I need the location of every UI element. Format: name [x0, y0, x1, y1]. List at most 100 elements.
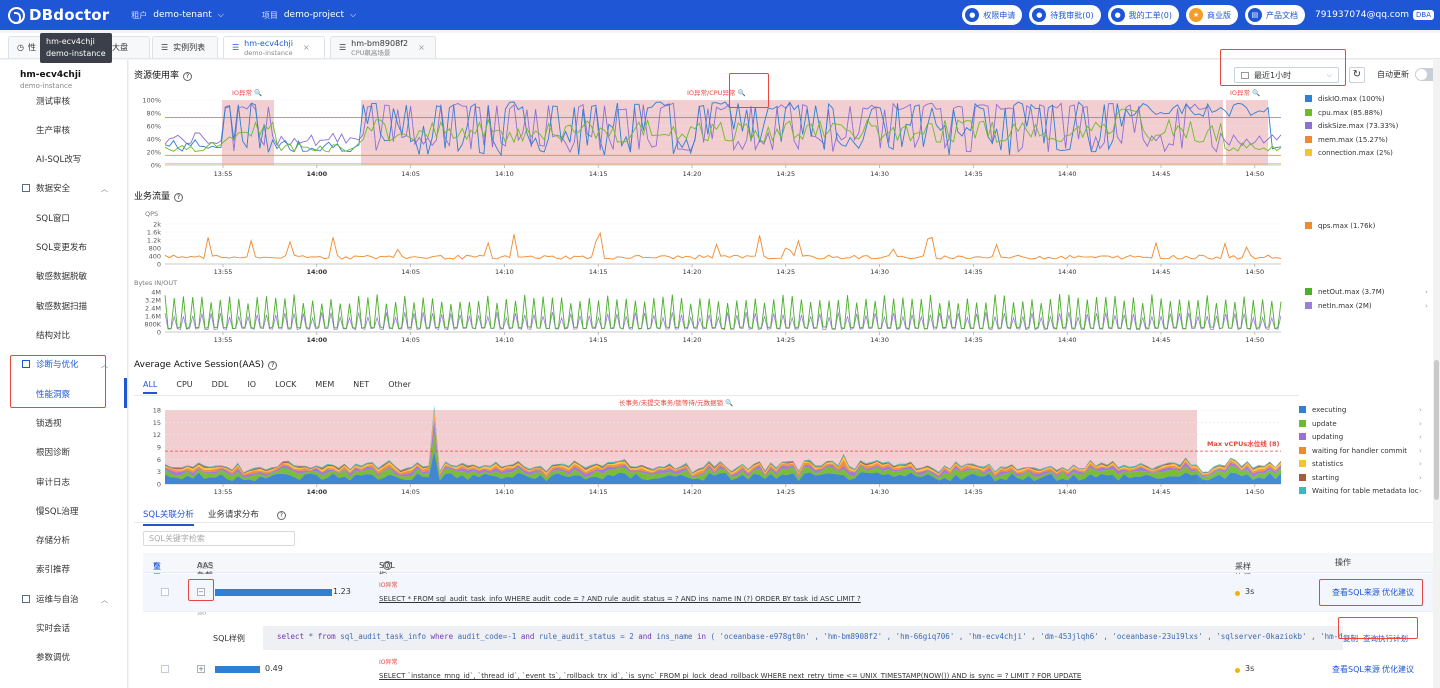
legend-item[interactable]: statistics › — [1299, 458, 1429, 472]
sidebar-item-struct[interactable]: 结构对比 — [36, 331, 71, 341]
legend-item[interactable]: diskSize.max (73.33%) — [1305, 120, 1398, 134]
exec-time: 3s — [1245, 587, 1255, 596]
sidebar-item-slow[interactable]: 慢SQL治理 — [36, 507, 79, 517]
table-row[interactable]: + 0.49 IO异常 SELECT `instance_mng_id`, `t… — [143, 653, 1435, 688]
aas-tab-other[interactable]: Other — [388, 380, 411, 389]
optimize-advice-link[interactable]: 优化建议 — [1382, 588, 1414, 597]
sidebar-item-lock[interactable]: 锁透视 — [36, 419, 62, 429]
scrollbar-thumb[interactable] — [1434, 360, 1439, 500]
legend-item[interactable]: starting › — [1299, 472, 1429, 486]
aas-tab-lock[interactable]: LOCK — [275, 380, 297, 389]
tab-instance-2[interactable]: ☰ hm-bm8908f2 CPU飙高场景 × — [330, 36, 436, 58]
sidebar-item-scan[interactable]: 敏感数据扫描 — [36, 302, 88, 312]
view-sql-source-link[interactable]: 查看SQL来源 — [1332, 588, 1380, 597]
aas-tab-net[interactable]: NET — [353, 380, 370, 389]
logo[interactable]: DBdoctor — [8, 6, 109, 24]
help-icon[interactable]: ? — [174, 193, 184, 202]
legend-item[interactable]: qps.max (1.76k) — [1305, 220, 1375, 234]
sidebar-group-ops[interactable]: 运维与自治 ︿ — [22, 593, 122, 607]
help-icon[interactable]: ? — [268, 361, 278, 370]
sidebar-item-root[interactable]: 根因诊断 — [36, 448, 71, 458]
legend-item[interactable]: Waiting for table metadata loc › — [1299, 485, 1429, 494]
commercial-edition-button[interactable]: ★ 商业版 — [1185, 5, 1238, 25]
tab-instance-active[interactable]: ☰ hm-ecv4chji demo-instance × — [223, 36, 325, 58]
y-tick-label: 1.6k — [147, 229, 161, 237]
aas-tab-cpu[interactable]: CPU — [176, 380, 193, 389]
legend-item[interactable]: diskIO.max (100%) — [1305, 93, 1398, 107]
sidebar-item-prod-review[interactable]: 生产审核 — [36, 126, 71, 136]
chevron-right-icon: › — [1419, 433, 1422, 441]
x-tick-label: 14:30 — [870, 268, 889, 276]
my-tickets-button[interactable]: ● 我的工单(0) — [1107, 5, 1179, 25]
row-checkbox[interactable] — [161, 588, 169, 596]
sidebar-item-param[interactable]: 参数调优 — [36, 653, 71, 663]
legend-item[interactable]: netOut.max (3.7M) › — [1305, 286, 1428, 300]
io-tag: IO异常 — [379, 582, 398, 589]
x-tick-label: 13:55 — [214, 170, 233, 178]
sql-search-input[interactable]: SQL关键字检索 — [143, 531, 295, 546]
help-icon[interactable]: ? — [183, 72, 193, 81]
x-tick-label: 14:35 — [964, 336, 983, 344]
table-row[interactable]: − 1.23 IO异常 SELECT * FROM sql_audit_task… — [143, 574, 1435, 612]
legend-item[interactable]: executing › — [1299, 404, 1429, 418]
x-tick-label: 14:45 — [1152, 488, 1171, 496]
tab-instance-2-sub: CPU飙高场景 — [351, 48, 391, 57]
tab-sql-analysis[interactable]: SQL关联分析 — [143, 508, 194, 526]
optimize-advice-link[interactable]: 优化建议 — [1382, 665, 1414, 674]
project-selector[interactable]: 项目 demo-project ⌵ — [262, 10, 356, 21]
time-range-select[interactable]: 最近1小时 ⌵ — [1234, 67, 1339, 83]
sidebar-group-diagnosis[interactable]: 诊断与优化 ︿ — [22, 358, 122, 372]
sidebar-item-session[interactable]: 实时会话 — [36, 624, 71, 634]
legend-item[interactable]: netIn.max (2M) › — [1305, 300, 1428, 314]
legend-item[interactable]: connection.max (2%) — [1305, 147, 1398, 161]
user-account[interactable]: 791937074@qq.com — [1314, 10, 1410, 20]
refresh-button[interactable]: ↻ — [1349, 67, 1365, 83]
tenant-selector[interactable]: 租户 demo-tenant ⌵ — [131, 10, 224, 21]
aas-tab-mem[interactable]: MEM — [315, 380, 335, 389]
sql-fingerprint[interactable]: SELECT * FROM sql_audit_task_info WHERE … — [379, 595, 861, 603]
legend-item[interactable]: update › — [1299, 418, 1429, 432]
view-sql-source-link[interactable]: 查看SQL来源 — [1332, 665, 1380, 674]
expand-icon[interactable]: + — [197, 665, 205, 673]
row-checkbox[interactable] — [161, 665, 169, 673]
sidebar-item-ai-sql[interactable]: AI-SQL改写 — [36, 155, 82, 165]
aas-tab-io[interactable]: IO — [247, 380, 257, 389]
query-plan-link[interactable]: 查询执行计划 — [1363, 634, 1408, 643]
scrollbar[interactable] — [1433, 60, 1440, 688]
database-icon: ☰ — [232, 43, 240, 52]
series-disksize-peaks — [164, 102, 1282, 154]
pending-approval-button[interactable]: ● 待我审批(0) — [1029, 5, 1101, 25]
tab-monitor-dashboard[interactable]: 控大盘 — [100, 36, 150, 58]
legend-item[interactable]: cpu.max (85.88%) — [1305, 107, 1398, 121]
close-icon[interactable]: × — [302, 43, 310, 52]
sidebar-item-desensitize[interactable]: 敏感数据脱敏 — [36, 272, 88, 282]
sql-fingerprint[interactable]: SELECT `instance_mng_id`, `thread_id`, `… — [379, 672, 1082, 680]
aas-tab-ddl[interactable]: DDL — [211, 380, 229, 389]
tab-overview-label: 性 — [27, 43, 36, 52]
sidebar-item-sql-release[interactable]: SQL变更发布 — [36, 243, 87, 253]
y-tick-label: 800 — [149, 245, 161, 253]
sidebar-item-review[interactable]: 测试审核 — [36, 97, 71, 107]
legend-item[interactable]: waiting for handler commit › — [1299, 445, 1429, 459]
tab-instance-list[interactable]: ☰ 实例列表 — [152, 36, 218, 58]
legend-label: updating — [1312, 433, 1344, 441]
tab-instance-2-title: hm-bm8908f2 — [351, 38, 409, 48]
tab-business-requests[interactable]: 业务请求分布? — [208, 508, 300, 526]
close-icon[interactable]: × — [418, 43, 425, 52]
aas-tab-all[interactable]: ALL — [143, 380, 158, 394]
legend-label: Waiting for table metadata loc — [1312, 487, 1419, 494]
permission-request-button[interactable]: ● 权限申请 — [962, 5, 1023, 25]
sidebar-item-perf[interactable]: 性能洞察 — [36, 390, 71, 400]
sidebar-group-security[interactable]: 数据安全 ︿ — [22, 182, 122, 196]
product-docs-button[interactable]: ▤ 产品文档 — [1244, 5, 1305, 25]
help-icon[interactable]: ? — [383, 561, 392, 570]
sidebar-item-sql-window[interactable]: SQL窗口 — [36, 214, 70, 224]
legend-item[interactable]: updating › — [1299, 431, 1429, 445]
legend-item[interactable]: mem.max (15.27%) — [1305, 134, 1398, 148]
help-icon[interactable]: ? — [276, 511, 286, 520]
collapse-icon[interactable]: − — [197, 588, 205, 596]
sidebar-item-index[interactable]: 索引推荐 — [36, 565, 71, 575]
sidebar-item-audit[interactable]: 审计日志 — [36, 478, 71, 488]
copy-link[interactable]: 复制 — [1343, 634, 1358, 643]
sidebar-item-storage[interactable]: 存储分析 — [36, 536, 71, 546]
